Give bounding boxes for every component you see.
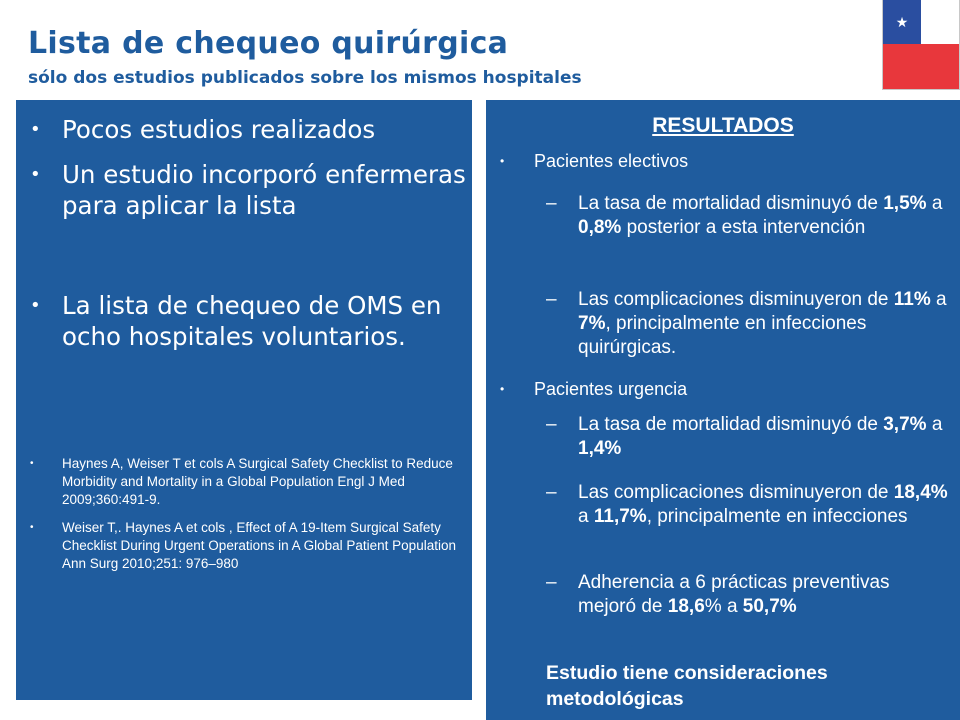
bullet-dot-icon: • xyxy=(500,382,505,396)
sub-item: – La tasa de mortalidad disminuyó de 3,7… xyxy=(546,414,943,459)
dash-icon: – xyxy=(546,572,557,593)
flag-red-band xyxy=(883,44,959,89)
bullet-dot-icon: • xyxy=(30,522,34,533)
bullet-dot-icon: • xyxy=(30,295,41,316)
dash-icon: – xyxy=(546,193,557,214)
dash-icon: – xyxy=(546,414,557,435)
results-heading: RESULTADOS xyxy=(652,114,794,137)
slide-subtitle: sólo dos estudios publicados sobre los m… xyxy=(28,68,582,88)
chile-flag-logo: ★ xyxy=(882,0,960,90)
right-panel: RESULTADOS • Pacientes electivos – La ta… xyxy=(486,100,960,720)
bullet-dot-icon: • xyxy=(30,119,41,140)
reference-item: • Haynes A, Weiser T et cols A Surgical … xyxy=(30,456,453,507)
star-icon: ★ xyxy=(895,14,909,30)
flag-blue-canton xyxy=(883,0,921,44)
dash-icon: – xyxy=(546,482,557,503)
left-panel: • Pocos estudios realizados • Un estudio… xyxy=(16,100,472,700)
sub-item: – Las complicaciones disminuyeron de 11%… xyxy=(546,289,947,358)
bullet-dot-icon: • xyxy=(30,458,34,469)
sub-item: – Adherencia a 6 prácticas preventivas m… xyxy=(546,572,890,617)
bullet-item: • Pocos estudios realizados xyxy=(30,115,376,144)
group-bullet: • Pacientes electivos xyxy=(500,151,689,171)
slide-title: Lista de chequeo quirúrgica xyxy=(28,26,509,61)
bullet-dot-icon: • xyxy=(30,164,41,185)
bullet-dot-icon: • xyxy=(500,154,505,168)
bullet-item: • La lista de chequeo de OMS en ocho hos… xyxy=(30,291,442,351)
dash-icon: – xyxy=(546,289,557,310)
closing-note: Estudio tiene consideraciones metodológi… xyxy=(546,662,828,710)
sub-item: – La tasa de mortalidad disminuyó de 1,5… xyxy=(546,193,943,238)
group-bullet: • Pacientes urgencia xyxy=(500,379,688,399)
reference-item: • Weiser T,. Haynes A et cols , Effect o… xyxy=(30,520,456,571)
bullet-item: • Un estudio incorporó enfermeras para a… xyxy=(30,160,466,220)
sub-item: – Las complicaciones disminuyeron de 18,… xyxy=(546,482,948,527)
